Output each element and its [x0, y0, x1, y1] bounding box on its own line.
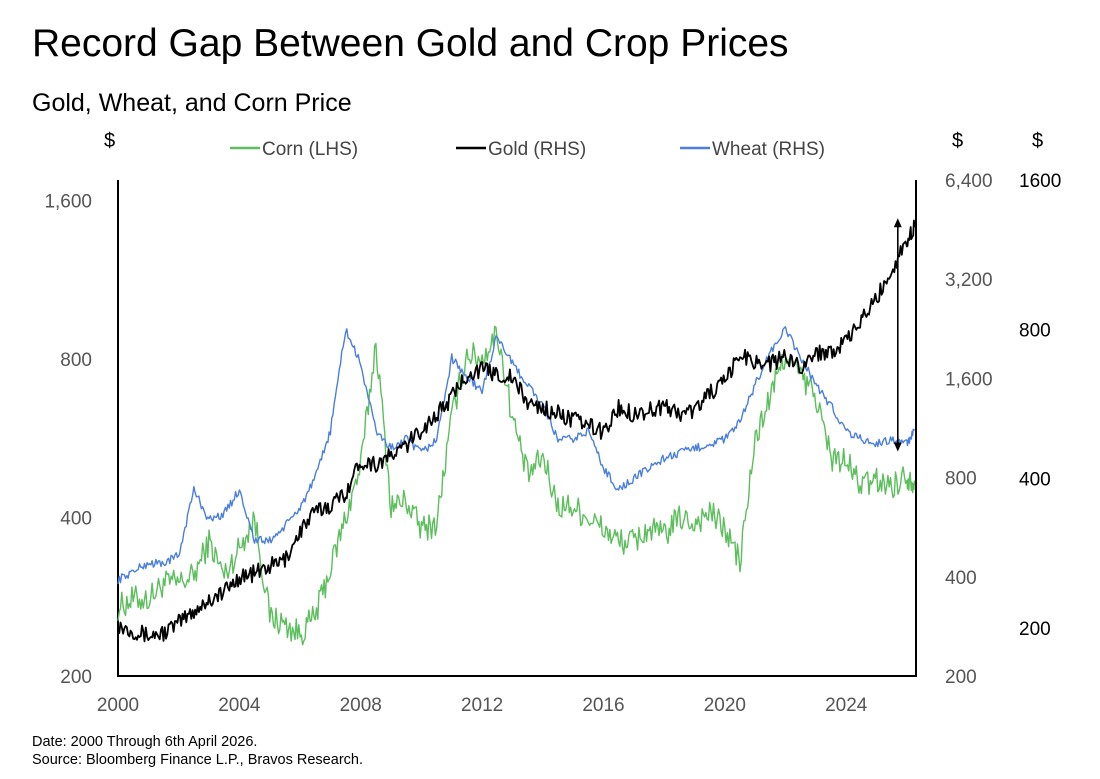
series-line-corn [117, 325, 916, 646]
right2-tick-label: 800 [1019, 320, 1051, 341]
legend-label: Gold (RHS) [488, 139, 586, 160]
right2-tick-label: 200 [1019, 619, 1051, 640]
right2-tick-label: 400 [1019, 470, 1051, 491]
legend-label: Wheat (RHS) [712, 139, 825, 160]
footer-date: Date: 2000 Through 6th April 2026. [32, 734, 258, 750]
x-tick-label: 2000 [97, 695, 139, 716]
footer-source: Source: Bloomberg Finance L.P., Bravos R… [32, 752, 363, 768]
x-tick-label: 2008 [340, 695, 382, 716]
chart-title: Record Gap Between Gold and Crop Prices [32, 22, 789, 65]
chart-footer: Date: 2000 Through 6th April 2026. Sourc… [32, 733, 363, 769]
series-line-wheat [117, 326, 916, 585]
left-tick-label: 200 [60, 667, 92, 688]
left-tick-label: 1,600 [44, 191, 92, 212]
plot-area [117, 219, 916, 646]
series-line-gold [117, 219, 916, 643]
axes [117, 180, 917, 677]
right1-axis-unit: $ [952, 130, 963, 152]
left-axis-unit: $ [104, 130, 115, 152]
gap-arrow-head-top [893, 218, 902, 228]
chart-subtitle: Gold, Wheat, and Corn Price [32, 89, 352, 117]
left-tick-label: 800 [60, 350, 92, 371]
right1-tick-label: 400 [945, 568, 977, 589]
right1-tick-label: 800 [945, 469, 977, 490]
right1-tick-label: 6,400 [945, 171, 993, 192]
right2-tick-label: 1600 [1019, 171, 1061, 192]
gap-arrow-head-bottom [893, 442, 902, 452]
left-tick-label: 400 [60, 508, 92, 529]
tick-labels: 2000 2004 2008 2012 2016 2020 2024 200 400 800 1,6… [44, 171, 1061, 716]
legend-label: Corn (LHS) [262, 139, 358, 160]
x-tick-label: 2024 [825, 695, 868, 716]
x-tick-label: 2016 [582, 695, 624, 716]
x-tick-label: 2012 [461, 695, 503, 716]
x-tick-label: 2020 [704, 695, 746, 716]
x-tick-label: 2004 [218, 695, 261, 716]
right1-tick-label: 1,600 [945, 369, 993, 390]
gap-annotation [893, 218, 902, 452]
right1-tick-label: 3,200 [945, 270, 993, 291]
axis-units: $ $ $ [104, 130, 1043, 152]
legend: Corn (LHS) Gold (RHS) Wheat (RHS) [230, 139, 825, 160]
right2-axis-unit: $ [1032, 130, 1043, 152]
right1-tick-label: 200 [945, 667, 977, 688]
